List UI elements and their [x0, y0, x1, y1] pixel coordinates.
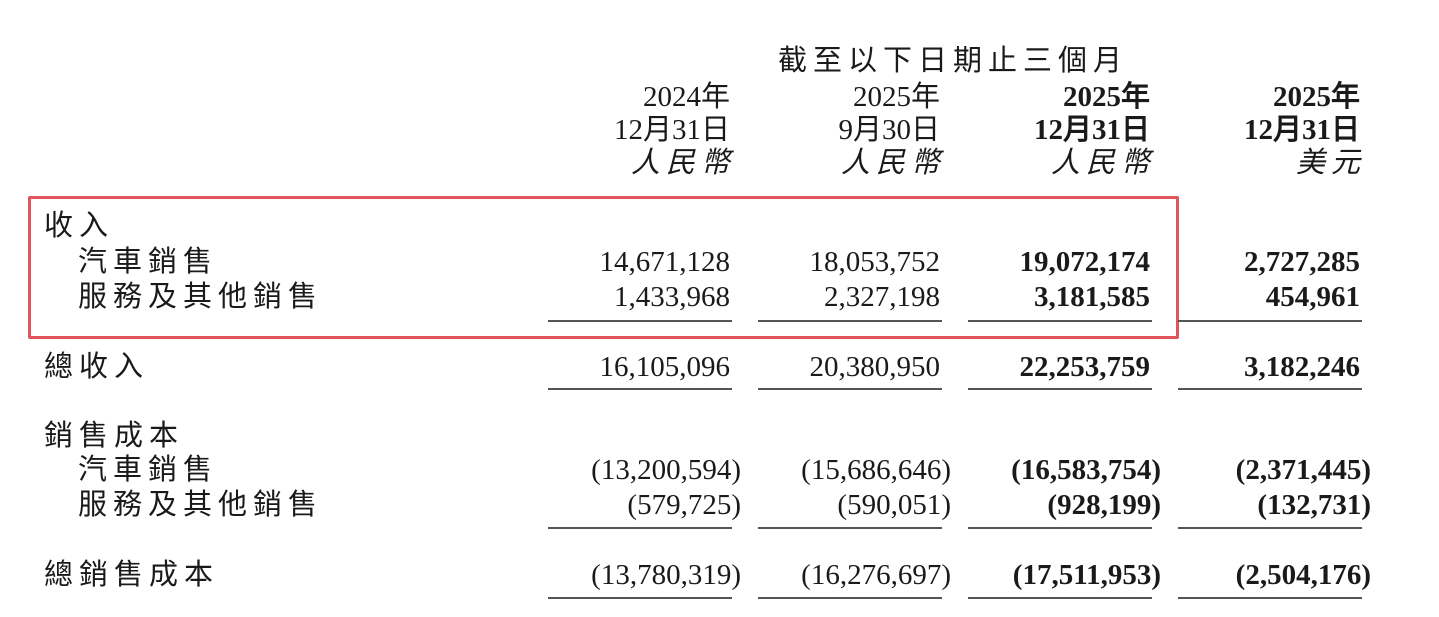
- column-date: 12月31日: [1243, 114, 1360, 146]
- cell-value: (13,780,319): [591, 559, 741, 591]
- cell-value: 16,105,096: [599, 351, 731, 383]
- underline-divider: [548, 320, 732, 322]
- period-header: 截至以下日期止三個月: [778, 45, 1129, 77]
- cell-value: 1,433,968: [614, 281, 730, 313]
- column-currency: 人民幣: [1050, 147, 1156, 179]
- cell-value: (13,200,594): [591, 454, 741, 486]
- underline-divider: [758, 527, 942, 529]
- cell-value: 2,727,285: [1244, 246, 1360, 278]
- cell-value: (2,371,445): [1235, 454, 1371, 486]
- cell-value: 3,182,246: [1244, 351, 1360, 383]
- row-label: 汽車銷售: [78, 246, 219, 278]
- cell-value: (15,686,646): [801, 454, 951, 486]
- cell-value: 18,053,752: [809, 246, 941, 278]
- underline-divider: [1178, 388, 1362, 390]
- highlight-box-revenue: [28, 196, 1179, 339]
- column-currency: 人民幣: [630, 147, 736, 179]
- column-currency: 人民幣: [840, 147, 946, 179]
- underline-divider: [1178, 597, 1362, 599]
- cell-value: (16,583,754): [1011, 454, 1161, 486]
- underline-divider: [1178, 320, 1362, 322]
- row-label: 服務及其他銷售: [78, 281, 324, 313]
- column-date: 9月30日: [838, 114, 940, 146]
- row-label: 汽車銷售: [78, 454, 219, 486]
- cell-value: 14,671,128: [599, 246, 731, 278]
- cell-value: 2,327,198: [824, 281, 940, 313]
- row-label: 收入: [44, 210, 115, 242]
- cell-value: 19,072,174: [1019, 246, 1151, 278]
- underline-divider: [968, 388, 1152, 390]
- column-currency: 美元: [1295, 147, 1366, 179]
- column-year: 2024年: [642, 81, 730, 113]
- column-year: 2025年: [1062, 81, 1150, 113]
- cell-value: (928,199): [1047, 489, 1161, 521]
- row-label: 總銷售成本: [44, 559, 220, 591]
- row-label: 總收入: [44, 351, 150, 383]
- underline-divider: [1178, 527, 1362, 529]
- cell-value: (579,725): [627, 489, 741, 521]
- underline-divider: [758, 388, 942, 390]
- cell-value: (16,276,697): [801, 559, 951, 591]
- row-label: 服務及其他銷售: [78, 489, 324, 521]
- cell-value: 22,253,759: [1019, 351, 1151, 383]
- cell-value: 454,961: [1265, 281, 1360, 313]
- cell-value: (2,504,176): [1235, 559, 1371, 591]
- column-date: 12月31日: [1033, 114, 1150, 146]
- column-year: 2025年: [852, 81, 940, 113]
- underline-divider: [758, 597, 942, 599]
- underline-divider: [968, 320, 1152, 322]
- underline-divider: [548, 527, 732, 529]
- underline-divider: [968, 527, 1152, 529]
- cell-value: (17,511,953): [1012, 559, 1161, 591]
- cell-value: 20,380,950: [809, 351, 941, 383]
- cell-value: (590,051): [837, 489, 951, 521]
- underline-divider: [548, 388, 732, 390]
- underline-divider: [968, 597, 1152, 599]
- underline-divider: [548, 597, 732, 599]
- column-year: 2025年: [1272, 81, 1360, 113]
- cell-value: (132,731): [1257, 489, 1371, 521]
- underline-divider: [758, 320, 942, 322]
- row-label: 銷售成本: [44, 420, 185, 452]
- column-date: 12月31日: [613, 114, 730, 146]
- cell-value: 3,181,585: [1034, 281, 1150, 313]
